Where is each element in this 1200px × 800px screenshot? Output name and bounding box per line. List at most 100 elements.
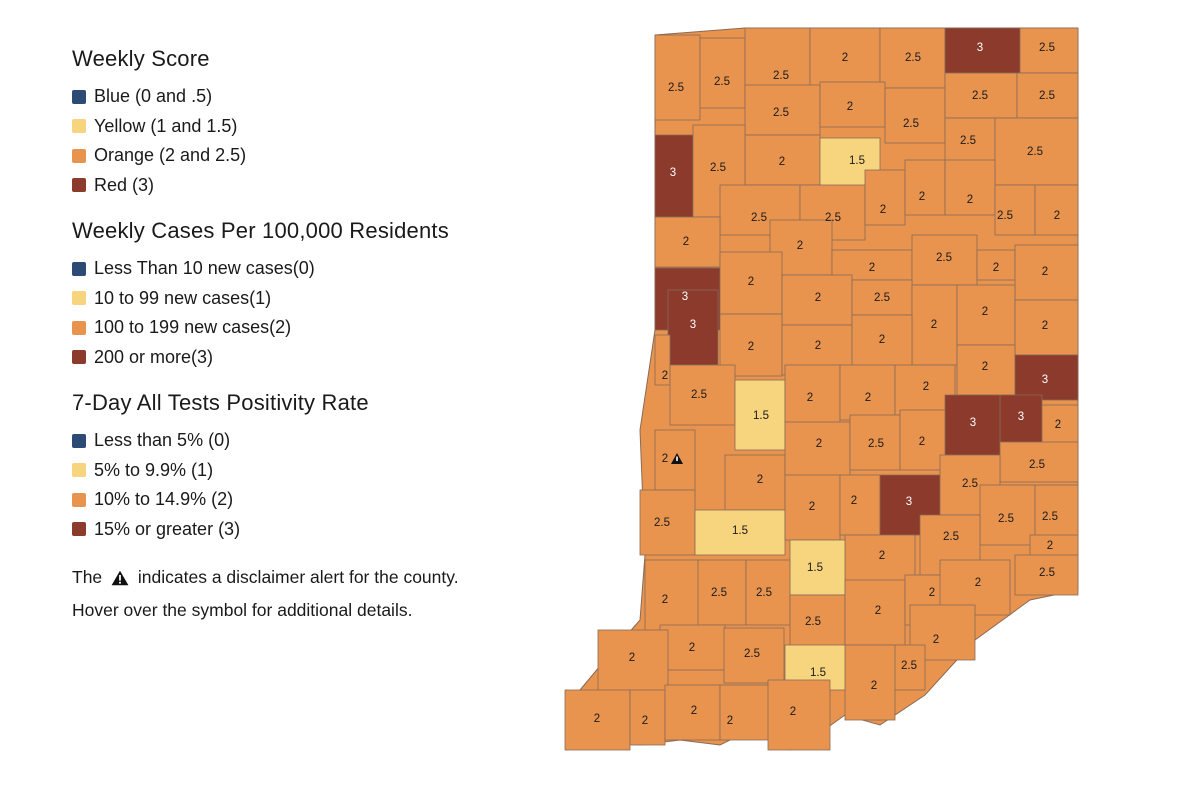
county-score-label: 2 [809, 501, 815, 513]
county-shape[interactable] [956, 284, 1016, 346]
county-score-label: 3 [906, 496, 912, 508]
county-shape[interactable] [1034, 184, 1079, 236]
county-shape[interactable] [976, 249, 1016, 281]
county-shape[interactable] [744, 134, 821, 186]
county-shape[interactable] [994, 184, 1036, 236]
legend-item: 200 or more(3) [72, 343, 572, 373]
county-score-label: 2 [1042, 320, 1048, 332]
county-shape[interactable] [844, 644, 896, 721]
legend-label: Blue (0 and .5) [94, 86, 213, 107]
county-shape[interactable] [899, 409, 946, 471]
county-score-label: 2 [807, 392, 813, 404]
legend-label: Less than 5% (0) [94, 430, 231, 451]
county-shape[interactable] [1014, 244, 1079, 301]
county-score-label: 2.5 [1042, 511, 1058, 523]
county-shape[interactable] [639, 489, 696, 556]
county-score-label: 3 [970, 417, 976, 429]
county-shape[interactable] [999, 441, 1079, 483]
county-shape[interactable] [1014, 554, 1079, 596]
county-shape[interactable] [664, 684, 721, 741]
county-shape[interactable] [654, 334, 671, 386]
legend-list: Less Than 10 new cases(0) 10 to 99 new c… [72, 254, 572, 372]
county-shape[interactable] [994, 117, 1079, 186]
county-shape[interactable] [1019, 27, 1079, 74]
county-shape[interactable] [851, 279, 913, 316]
county-shape[interactable] [724, 454, 786, 511]
disclaimer-line-1: The indicates a disclaimer alert for the… [72, 562, 572, 595]
county-score-label: 3 [977, 42, 983, 54]
county-score-label: 2 [662, 370, 668, 382]
legend-title: 7-Day All Tests Positivity Rate [72, 390, 369, 415]
county-score-label: 2 [1055, 419, 1061, 431]
county-score-label: 2 [865, 392, 871, 404]
county-shape[interactable] [745, 559, 791, 626]
indiana-county-map[interactable]: 2.5 2.5 2.5 2 2.5 3 2.5 2.5 2 2.5 2.5 2.5 2.5 3 2.5 2 1.… [560, 20, 1090, 765]
county-shape[interactable] [654, 34, 701, 121]
county-shape[interactable] [744, 84, 821, 136]
county-score-label: 2.5 [744, 648, 760, 660]
yellow-swatch [72, 119, 86, 134]
county-shape[interactable] [1014, 354, 1079, 401]
legend-label: 5% to 9.9% (1) [94, 459, 214, 480]
county-shape[interactable] [839, 364, 896, 421]
county-shape[interactable] [1041, 404, 1079, 446]
county-shape[interactable] [889, 644, 926, 691]
county-shape[interactable] [879, 27, 946, 89]
county-score-label: 2 [691, 705, 697, 717]
county-shape[interactable] [979, 484, 1036, 546]
county-shape[interactable] [784, 474, 841, 541]
red-swatch [72, 350, 86, 365]
county-shape[interactable] [669, 364, 736, 426]
county-score-label: 2 [727, 715, 733, 727]
county-score-label: 2.5 [773, 107, 789, 119]
county-shape[interactable] [719, 684, 771, 741]
legend-section-weekly-score: Weekly Score Blue (0 and .5) Yellow (1 a… [72, 46, 572, 200]
county-shape[interactable] [839, 474, 881, 536]
county-shape[interactable] [944, 27, 1021, 74]
county-shape[interactable] [659, 624, 726, 671]
county-shape[interactable] [851, 314, 913, 371]
county-score-label: 3 [1042, 374, 1048, 386]
legend-item: 5% to 9.9% (1) [72, 456, 572, 486]
legend-label: 100 to 199 new cases(2) [94, 317, 292, 338]
county-shape[interactable] [956, 344, 1016, 396]
county-shape[interactable] [629, 689, 666, 746]
county-shape[interactable] [694, 509, 786, 556]
county-score-label: 2.5 [962, 478, 978, 490]
county-score-label: 2 [748, 276, 754, 288]
county-shape[interactable] [819, 81, 886, 128]
legend-item: Yellow (1 and 1.5) [72, 112, 572, 142]
county-score-label: 2 [919, 191, 925, 203]
county-score-label: 2.5 [825, 212, 841, 224]
county-shape[interactable] [667, 289, 719, 366]
county-shape[interactable] [904, 159, 946, 216]
county-score-label: 2 [815, 340, 821, 352]
county-shape[interactable] [734, 379, 786, 451]
county-score-label: 3 [1018, 411, 1024, 423]
county-score-label: 2.5 [903, 118, 919, 130]
county-shape[interactable] [723, 627, 785, 684]
county-shape[interactable] [697, 559, 747, 626]
county-score-label: 3 [682, 291, 688, 303]
warning-triangle-icon [111, 565, 129, 595]
county-shape[interactable] [1016, 72, 1079, 119]
county-shape[interactable] [767, 679, 831, 751]
county-shape[interactable] [654, 216, 721, 268]
county-shape[interactable] [849, 414, 901, 471]
legend-item: Red (3) [72, 171, 572, 201]
county-score-label: 1.5 [849, 155, 865, 167]
county-shape[interactable] [699, 37, 746, 109]
legend-label: Less Than 10 new cases(0) [94, 258, 315, 279]
legend-label: 15% or greater (3) [94, 518, 241, 539]
county-score-label: 2 [880, 204, 886, 216]
county-score-label: 2 [879, 334, 885, 346]
county-score-label: 2.5 [711, 587, 727, 599]
county-score-label: 2 [923, 381, 929, 393]
county-score-label: 2 [967, 194, 973, 206]
county-shape[interactable] [911, 234, 978, 286]
legend-label: 200 or more(3) [94, 346, 214, 367]
county-shape[interactable] [784, 364, 841, 426]
county-shape[interactable] [944, 159, 996, 216]
county-shape[interactable] [864, 169, 906, 226]
county-shape[interactable] [884, 87, 946, 144]
